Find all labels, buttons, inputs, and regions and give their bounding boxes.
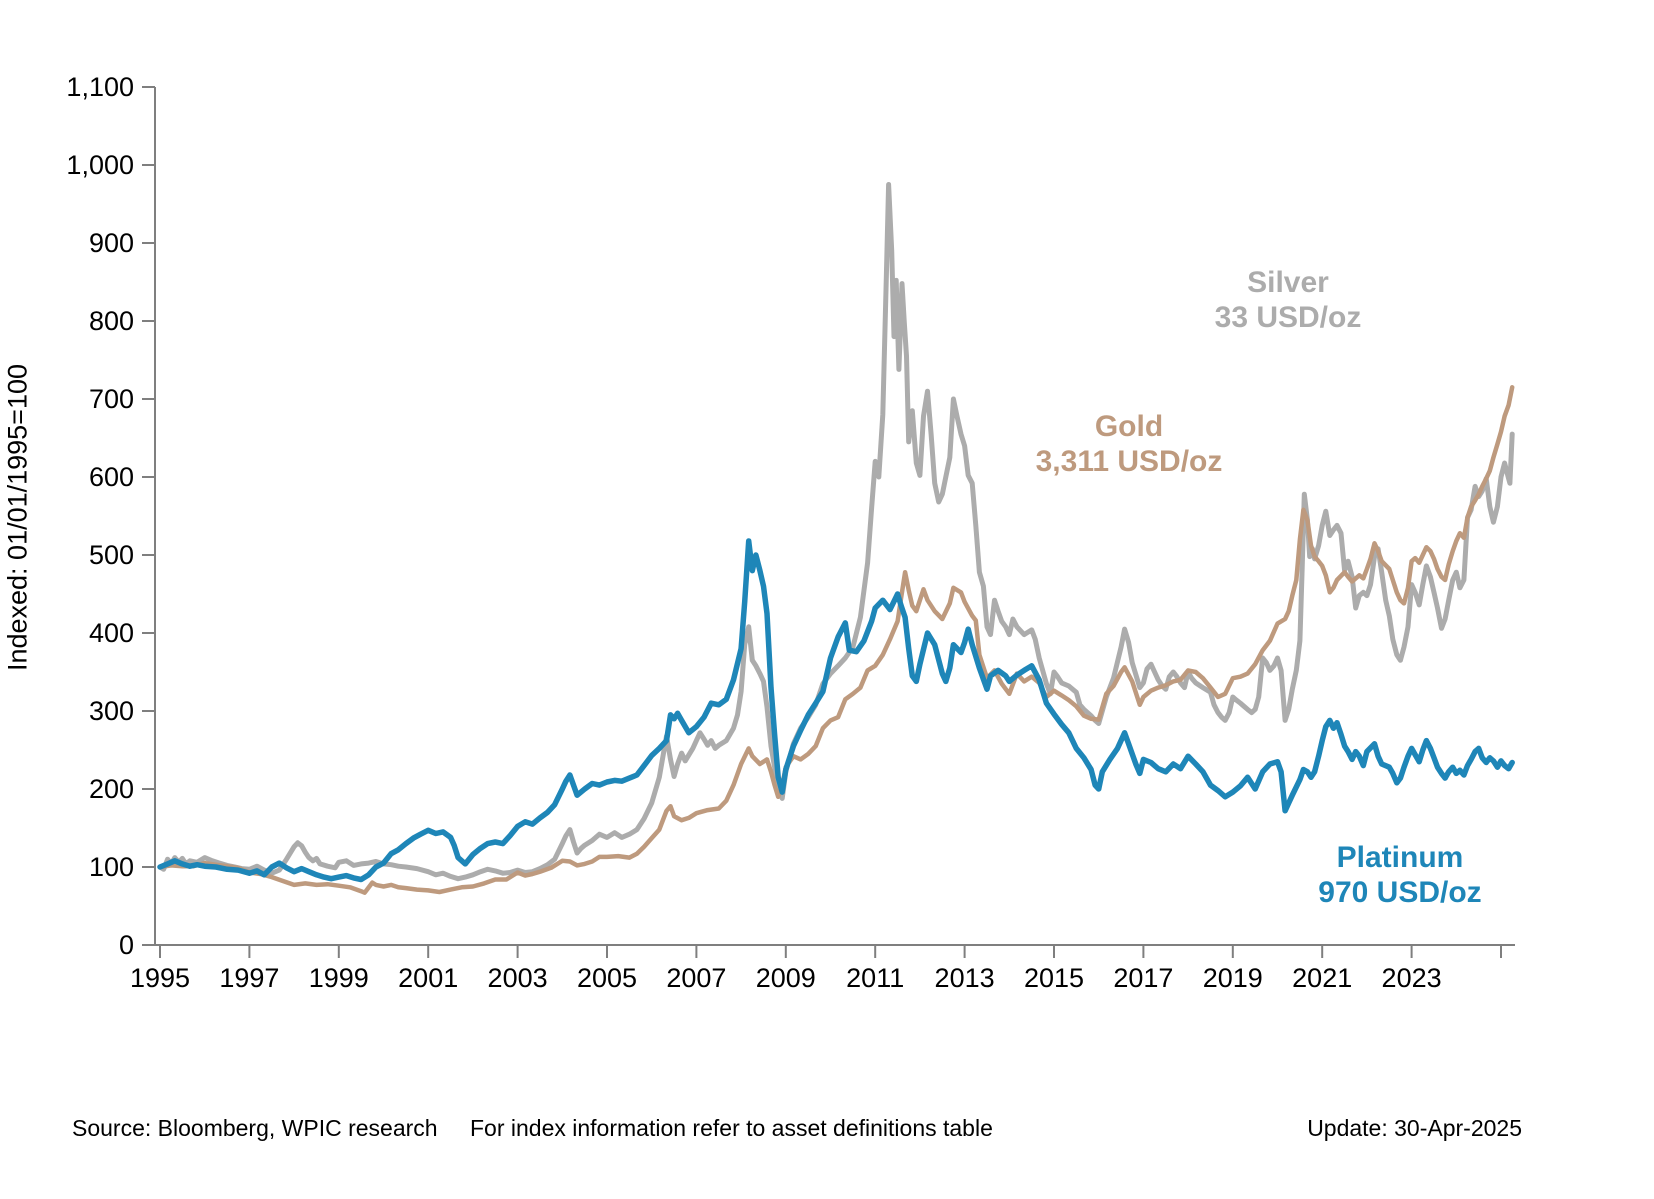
gold-series-name: Gold — [1094, 410, 1164, 443]
x-tick-label: 2003 — [488, 963, 548, 993]
index-info-note: For index information refer to asset def… — [470, 1115, 993, 1141]
x-tick-label: 2017 — [1113, 963, 1173, 993]
y-tick-label: 1,100 — [66, 72, 134, 102]
y-tick-label: 600 — [89, 462, 134, 492]
platinum-series-price: 970 USD/oz — [1318, 876, 1482, 909]
y-tick-label: 0 — [119, 930, 134, 960]
series-line-silver — [157, 182, 1515, 882]
update-date: Update: 30-Apr-2025 — [1307, 1115, 1522, 1141]
source-note: Source: Bloomberg, WPIC research — [72, 1115, 438, 1141]
x-tick-label: 2015 — [1024, 963, 1084, 993]
x-tick-label: 2023 — [1382, 963, 1442, 993]
x-tick-label: 2013 — [935, 963, 995, 993]
y-tick-label: 200 — [89, 774, 134, 804]
chart-footer: Source: Bloomberg, WPIC research For ind… — [0, 1112, 1654, 1144]
y-axis-title: Indexed: 01/01/1995=100 — [2, 363, 33, 672]
y-tick-label: 500 — [89, 540, 134, 570]
x-tick-label: 2001 — [398, 963, 458, 993]
gold-series-label: Gold 3,311 USD/oz — [969, 409, 1289, 479]
x-tick-label: 1997 — [219, 963, 279, 993]
x-tick-label: 2011 — [846, 963, 904, 993]
platinum-series-label: Platinum 970 USD/oz — [1240, 840, 1560, 910]
x-tick-label: 1995 — [130, 963, 190, 993]
x-tick-label: 2007 — [666, 963, 726, 993]
y-tick-label: 100 — [89, 852, 134, 882]
gold-series-price: 3,311 USD/oz — [1035, 445, 1223, 478]
x-tick-label: 2005 — [577, 963, 637, 993]
silver-series-name: Silver — [1247, 266, 1329, 299]
y-tick-label: 900 — [89, 228, 134, 258]
series-line-gold — [157, 385, 1515, 895]
platinum-series-name: Platinum — [1336, 841, 1464, 874]
y-tick-label: 800 — [89, 306, 134, 336]
y-tick-label: 300 — [89, 696, 134, 726]
series-line-platinum — [157, 538, 1515, 883]
x-tick-label: 2019 — [1203, 963, 1263, 993]
y-tick-label: 1,000 — [66, 150, 134, 180]
x-tick-label: 2021 — [1292, 963, 1352, 993]
y-tick-label: 400 — [89, 618, 134, 648]
y-tick-label: 700 — [89, 384, 134, 414]
x-tick-label: 1999 — [309, 963, 369, 993]
x-tick-label: 2009 — [756, 963, 816, 993]
silver-series-price: 33 USD/oz — [1214, 301, 1362, 334]
silver-series-label: Silver 33 USD/oz — [1128, 265, 1448, 335]
